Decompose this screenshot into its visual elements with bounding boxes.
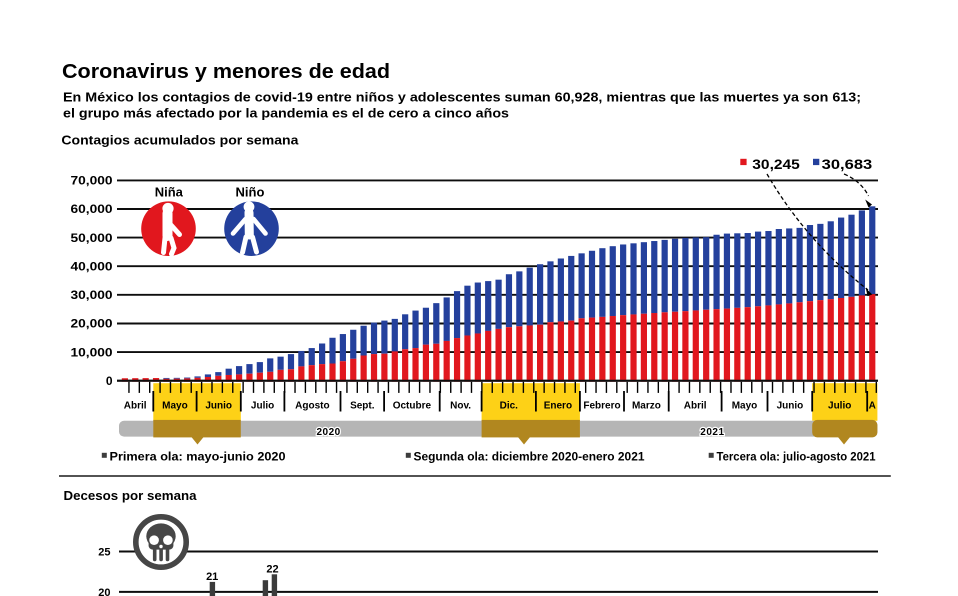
svg-text:Niña: Niña (155, 185, 184, 200)
svg-text:20,000: 20,000 (71, 317, 113, 331)
svg-text:Primera ola: mayo-junio 2020: Primera ola: mayo-junio 2020 (110, 450, 286, 464)
svg-text:Contagios acumulados por seman: Contagios acumulados por semana (61, 132, 299, 147)
svg-text:Octubre: Octubre (393, 401, 432, 412)
svg-text:2020: 2020 (316, 427, 340, 438)
svg-text:Abril: Abril (124, 401, 147, 412)
svg-text:20: 20 (98, 587, 110, 596)
svg-text:Agosto: Agosto (295, 401, 329, 412)
svg-text:60,000: 60,000 (71, 202, 113, 216)
svg-text:21: 21 (206, 571, 218, 583)
svg-text:50,000: 50,000 (71, 231, 113, 245)
svg-text:Dic.: Dic. (500, 401, 519, 412)
svg-text:Mayo: Mayo (732, 401, 758, 412)
svg-text:En México los contagios de cov: En México los contagios de covid-19 entr… (63, 89, 861, 104)
svg-text:10,000: 10,000 (71, 345, 113, 359)
svg-text:Abril: Abril (684, 401, 707, 412)
svg-text:Julio: Julio (828, 401, 851, 412)
svg-text:2021: 2021 (700, 427, 724, 438)
svg-text:Nov.: Nov. (450, 401, 471, 412)
svg-text:Tercera ola: julio-agosto 2021: Tercera ola: julio-agosto 2021 (717, 450, 876, 464)
svg-text:Enero: Enero (544, 401, 572, 412)
svg-text:Decesos por semana: Decesos por semana (64, 488, 198, 503)
svg-text:30,683: 30,683 (822, 156, 873, 172)
svg-text:Febrero: Febrero (583, 401, 620, 412)
svg-text:22: 22 (266, 564, 278, 576)
svg-text:Junio: Junio (205, 401, 232, 412)
svg-text:40,000: 40,000 (71, 259, 113, 273)
svg-text:A: A (869, 401, 876, 412)
svg-text:30,245: 30,245 (752, 156, 800, 172)
svg-text:Niño: Niño (236, 185, 265, 200)
svg-text:30,000: 30,000 (71, 288, 113, 302)
svg-text:Segunda ola: diciembre 2020-en: Segunda ola: diciembre 2020-enero 2021 (414, 450, 645, 464)
svg-text:25: 25 (98, 547, 110, 559)
svg-text:0: 0 (106, 374, 113, 388)
svg-text:Marzo: Marzo (632, 401, 661, 412)
svg-text:70,000: 70,000 (71, 174, 113, 188)
svg-text:Julio: Julio (251, 401, 274, 412)
svg-text:el grupo más afectado por la p: el grupo más afectado por la pandemia es… (63, 105, 509, 120)
svg-text:Junio: Junio (777, 401, 804, 412)
svg-text:Sept.: Sept. (350, 401, 375, 412)
svg-text:Coronavirus y menores de edad: Coronavirus y menores de edad (62, 61, 390, 83)
svg-text:Mayo: Mayo (162, 401, 188, 412)
